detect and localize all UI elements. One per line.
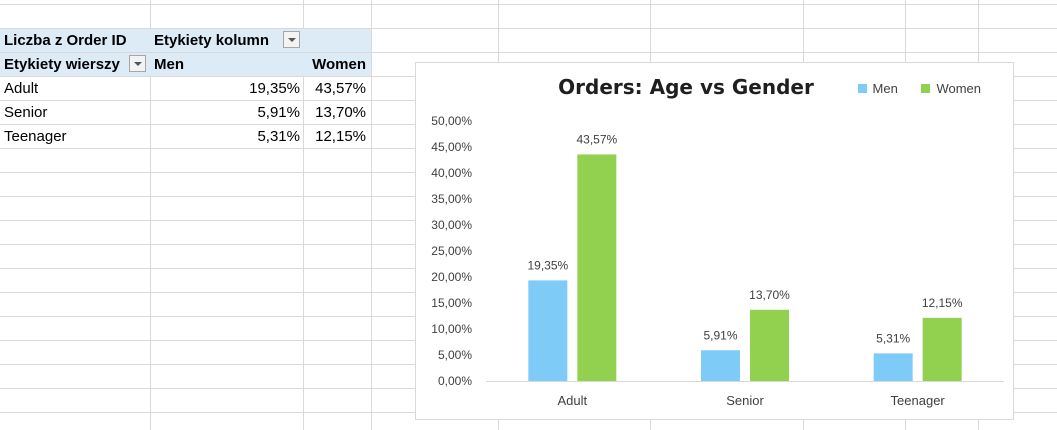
grid-row-line <box>0 4 1057 5</box>
y-tick-label: 30,00% <box>431 218 472 232</box>
legend-swatch-women <box>921 84 931 93</box>
bar-men-adult <box>528 280 568 381</box>
legend-item-women: Women <box>921 81 981 96</box>
grid-row-line <box>0 28 1057 29</box>
pivot-row-labels[interactable]: Etykiety wierszy <box>4 56 120 73</box>
pivot-cell-women[interactable]: 12,15% <box>315 128 366 145</box>
bar-women-adult <box>577 154 617 381</box>
bar-men-senior <box>701 350 740 381</box>
pivot-header-row-1: Liczba z Order ID Etykiety kolumn <box>0 29 371 52</box>
y-tick-label: 10,00% <box>431 322 472 336</box>
y-tick-label: 25,00% <box>431 244 472 258</box>
y-tick-label: 5,00% <box>438 348 472 362</box>
data-label: 43,57% <box>576 132 617 146</box>
pivot-cell-men[interactable]: 19,35% <box>249 80 300 97</box>
pivot-row: Teenager 5,31% 12,15% <box>0 125 371 148</box>
pivot-cell-women[interactable]: 13,70% <box>315 104 366 121</box>
y-tick-label: 45,00% <box>431 140 472 154</box>
pivot-row-label[interactable]: Teenager <box>4 128 67 145</box>
pivot-row: Senior 5,91% 13,70% <box>0 101 371 124</box>
chart-legend[interactable]: Men Women <box>838 81 981 96</box>
y-tick-label: 15,00% <box>431 296 472 310</box>
pivot-column-labels[interactable]: Etykiety kolumn <box>154 32 270 49</box>
grid-column-line <box>303 0 304 430</box>
pivot-header-row-2: Etykiety wierszy Men Women <box>0 53 371 76</box>
bar-women-senior <box>750 309 789 381</box>
column-filter-dropdown-button[interactable] <box>283 31 300 48</box>
pivot-row-label[interactable]: Senior <box>4 104 48 121</box>
y-tick-label: 20,00% <box>431 270 472 284</box>
grid-column-line <box>371 0 372 430</box>
grid-column-line <box>150 0 151 430</box>
row-filter-dropdown-button[interactable] <box>129 55 146 72</box>
pivot-cell-men[interactable]: 5,31% <box>257 128 300 145</box>
y-tick-label: 50,00% <box>431 114 472 128</box>
pivot-row-label[interactable]: Adult <box>4 80 39 97</box>
x-category-label: Adult <box>558 393 588 408</box>
chart-plot-area: 0,00% 5,00% 10,00% 15,00% 20,00% 25,00% 30,00%… <box>431 114 1004 408</box>
bar-women-teenager <box>922 317 962 381</box>
y-tick-label: 0,00% <box>438 374 472 388</box>
pivot-cell-men[interactable]: 5,91% <box>257 104 300 121</box>
pivot-col-header-women[interactable]: Women <box>312 56 366 73</box>
x-category-label: Senior <box>726 393 764 408</box>
pivot-row: Adult 19,35% 43,57% <box>0 77 371 100</box>
data-label: 5,31% <box>876 331 910 345</box>
legend-item-men: Men <box>857 81 898 96</box>
pivot-cell-women[interactable]: 43,57% <box>315 80 366 97</box>
data-label: 19,35% <box>527 258 568 272</box>
legend-label-men: Men <box>872 81 898 96</box>
pivot-value-label[interactable]: Liczba z Order ID <box>4 32 127 49</box>
data-label: 13,70% <box>749 288 790 302</box>
y-tick-label: 35,00% <box>431 192 472 206</box>
y-tick-label: 40,00% <box>431 166 472 180</box>
grid-row-line <box>0 52 1057 53</box>
data-label: 12,15% <box>922 296 963 310</box>
legend-swatch-men <box>857 84 867 93</box>
legend-label-women: Women <box>936 81 981 96</box>
x-category-label: Teenager <box>891 393 946 408</box>
data-label: 5,91% <box>703 328 737 342</box>
bar-chart[interactable]: Orders: Age vs Gender Men Women 0,00% 5,0… <box>415 62 1014 420</box>
pivot-col-header-men[interactable]: Men <box>154 56 184 73</box>
bar-men-teenager <box>873 353 913 381</box>
chart-title[interactable]: Orders: Age vs Gender <box>558 75 814 99</box>
